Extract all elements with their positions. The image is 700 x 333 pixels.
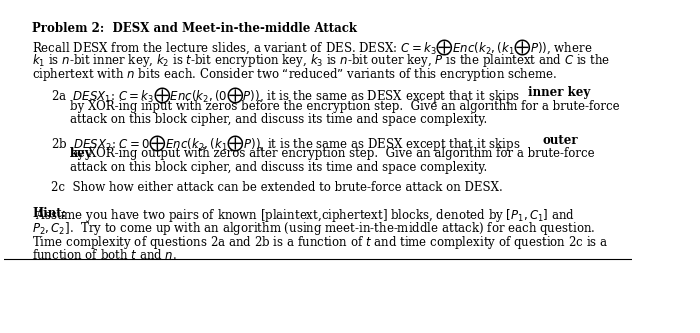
Text: 2b  $DESX_2$: $C = 0 \bigoplus Enc(k_2, (k_1 \bigoplus P))$, it is the same as D: 2b $DESX_2$: $C = 0 \bigoplus Enc(k_2, (… (51, 134, 522, 154)
Text: ciphertext with $n$ bits each. Consider two “reduced” variants of this encryptio: ciphertext with $n$ bits each. Consider … (32, 66, 558, 83)
Text: inner key: inner key (528, 86, 590, 99)
Text: outer: outer (542, 134, 578, 147)
Text: 2a  $DESX_1$: $C = k_3 \bigoplus Enc(k_2, (0 \bigoplus P))$, it is the same as D: 2a $DESX_1$: $C = k_3 \bigoplus Enc(k_2,… (51, 86, 521, 106)
Text: Assume you have two pairs of known [plaintext,ciphertext] blocks, denoted by $[P: Assume you have two pairs of known [plai… (32, 207, 575, 224)
Text: $k_1$ is $n$-bit inner key, $k_2$ is $t$-bit encryption key, $k_3$ is $n$-bit ou: $k_1$ is $n$-bit inner key, $k_2$ is $t$… (32, 52, 611, 69)
Text: by XOR-ing input with zeros before the encryption step.  Give an algorithm for a: by XOR-ing input with zeros before the e… (70, 100, 620, 113)
Text: Hint:: Hint: (32, 207, 66, 220)
Text: key: key (70, 147, 92, 161)
Text: function of both $t$ and $n$.: function of both $t$ and $n$. (32, 248, 177, 262)
Text: attack on this block cipher, and discuss its time and space complexity.: attack on this block cipher, and discuss… (70, 161, 487, 174)
Text: attack on this block cipher, and discuss its time and space complexity.: attack on this block cipher, and discuss… (70, 113, 487, 126)
Text: 2c  Show how either attack can be extended to brute-force attack on DESX.: 2c Show how either attack can be extende… (51, 181, 503, 194)
Text: Problem 2:  DESX and Meet-in-the-middle Attack: Problem 2: DESX and Meet-in-the-middle A… (32, 22, 358, 35)
Text: by XOR-ing output with zeros after encryption step.  Give an algorithm for a bru: by XOR-ing output with zeros after encry… (70, 147, 595, 161)
Text: Time complexity of questions 2a and 2b is a function of $t$ and time complexity : Time complexity of questions 2a and 2b i… (32, 234, 609, 251)
Text: $P_2, C_2$].  Try to come up with an algorithm (using meet-in-the-middle attack): $P_2, C_2$]. Try to come up with an algo… (32, 220, 596, 237)
Text: Recall DESX from the lecture slides, a variant of DES. DESX: $C = k_3 \bigoplus : Recall DESX from the lecture slides, a v… (32, 38, 593, 58)
